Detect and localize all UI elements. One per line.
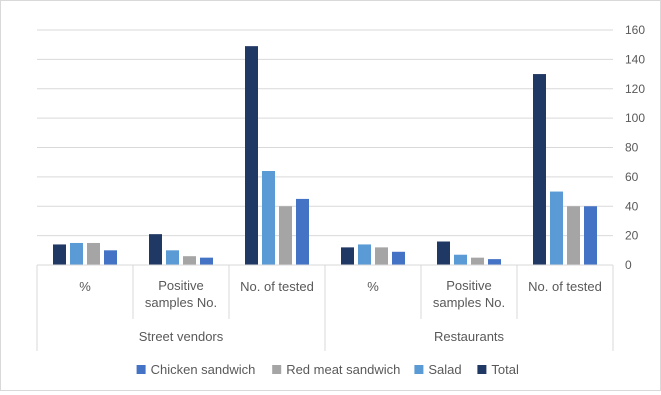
bar-chicken-sandwich-0	[104, 250, 117, 265]
bar-total-0	[53, 244, 66, 265]
legend-item-red-meat-sandwich: Red meat sandwich	[272, 362, 400, 377]
bar-salad-5	[550, 191, 563, 265]
y-tick-label: 60	[625, 170, 639, 184]
bar-chicken-sandwich-2	[296, 198, 309, 265]
bar-chicken-sandwich-5	[584, 206, 597, 265]
bar-red-meat-sandwich-5	[567, 206, 580, 265]
x-category-label: Positive	[158, 278, 204, 293]
y-tick-label: 120	[625, 82, 645, 96]
x-category-label: Positive	[446, 278, 492, 293]
bar-salad-4	[454, 254, 467, 265]
bar-total-4	[437, 241, 450, 265]
legend-label: Salad	[428, 362, 461, 377]
bars	[53, 46, 597, 265]
bar-total-1	[149, 234, 162, 265]
y-tick-label: 0	[625, 258, 632, 272]
legend-label: Total	[491, 362, 519, 377]
legend-swatch	[414, 365, 424, 374]
x-category-label: samples No.	[145, 295, 217, 310]
y-axis-ticks: 0 20 40 60 80 100 120 140 160	[625, 23, 645, 272]
y-tick-label: 100	[625, 111, 645, 125]
x-category-label: No. of tested	[240, 279, 314, 294]
y-tick-label: 140	[625, 52, 645, 66]
bar-total-5	[533, 74, 546, 265]
bar-chicken-sandwich-1	[200, 257, 213, 265]
bar-salad-2	[262, 171, 275, 265]
bar-chicken-sandwich-3	[392, 251, 405, 265]
x-group-label: Street vendors	[139, 329, 224, 344]
legend: Chicken sandwich Red meat sandwich Salad To…	[136, 362, 519, 377]
x-category-label: %	[79, 279, 91, 294]
bar-total-3	[341, 247, 354, 265]
y-tick-label: 80	[625, 141, 639, 155]
bar-total-2	[245, 46, 258, 265]
x-group-label: Restaurants	[434, 329, 505, 344]
bar-red-meat-sandwich-4	[471, 257, 484, 265]
bar-red-meat-sandwich-2	[279, 206, 292, 265]
bar-salad-1	[166, 250, 179, 265]
bar-salad-3	[358, 244, 371, 265]
legend-label: Red meat sandwich	[286, 362, 400, 377]
legend-swatch	[272, 365, 282, 374]
legend-item-salad: Salad	[414, 362, 462, 377]
bar-red-meat-sandwich-0	[87, 242, 100, 265]
x-category-label: No. of tested	[528, 279, 602, 294]
x-category-label: samples No.	[433, 295, 505, 310]
bar-chicken-sandwich-4	[488, 259, 501, 265]
legend-swatch	[477, 365, 487, 374]
y-tick-label: 40	[625, 199, 639, 213]
bar-red-meat-sandwich-1	[183, 256, 196, 265]
x-axis: % Positive samples No. No. of tested% Positi…	[36, 264, 614, 351]
y-tick-label: 20	[625, 229, 639, 243]
bar-red-meat-sandwich-3	[375, 247, 388, 265]
gridlines	[37, 29, 613, 266]
y-tick-label: 160	[625, 23, 645, 37]
bar-salad-0	[70, 242, 83, 265]
legend-swatch	[136, 365, 146, 374]
legend-item-total: Total	[477, 362, 519, 377]
legend-label: Chicken sandwich	[151, 362, 256, 377]
legend-item-chicken-sandwich: Chicken sandwich	[136, 362, 256, 377]
x-category-label: %	[367, 279, 379, 294]
